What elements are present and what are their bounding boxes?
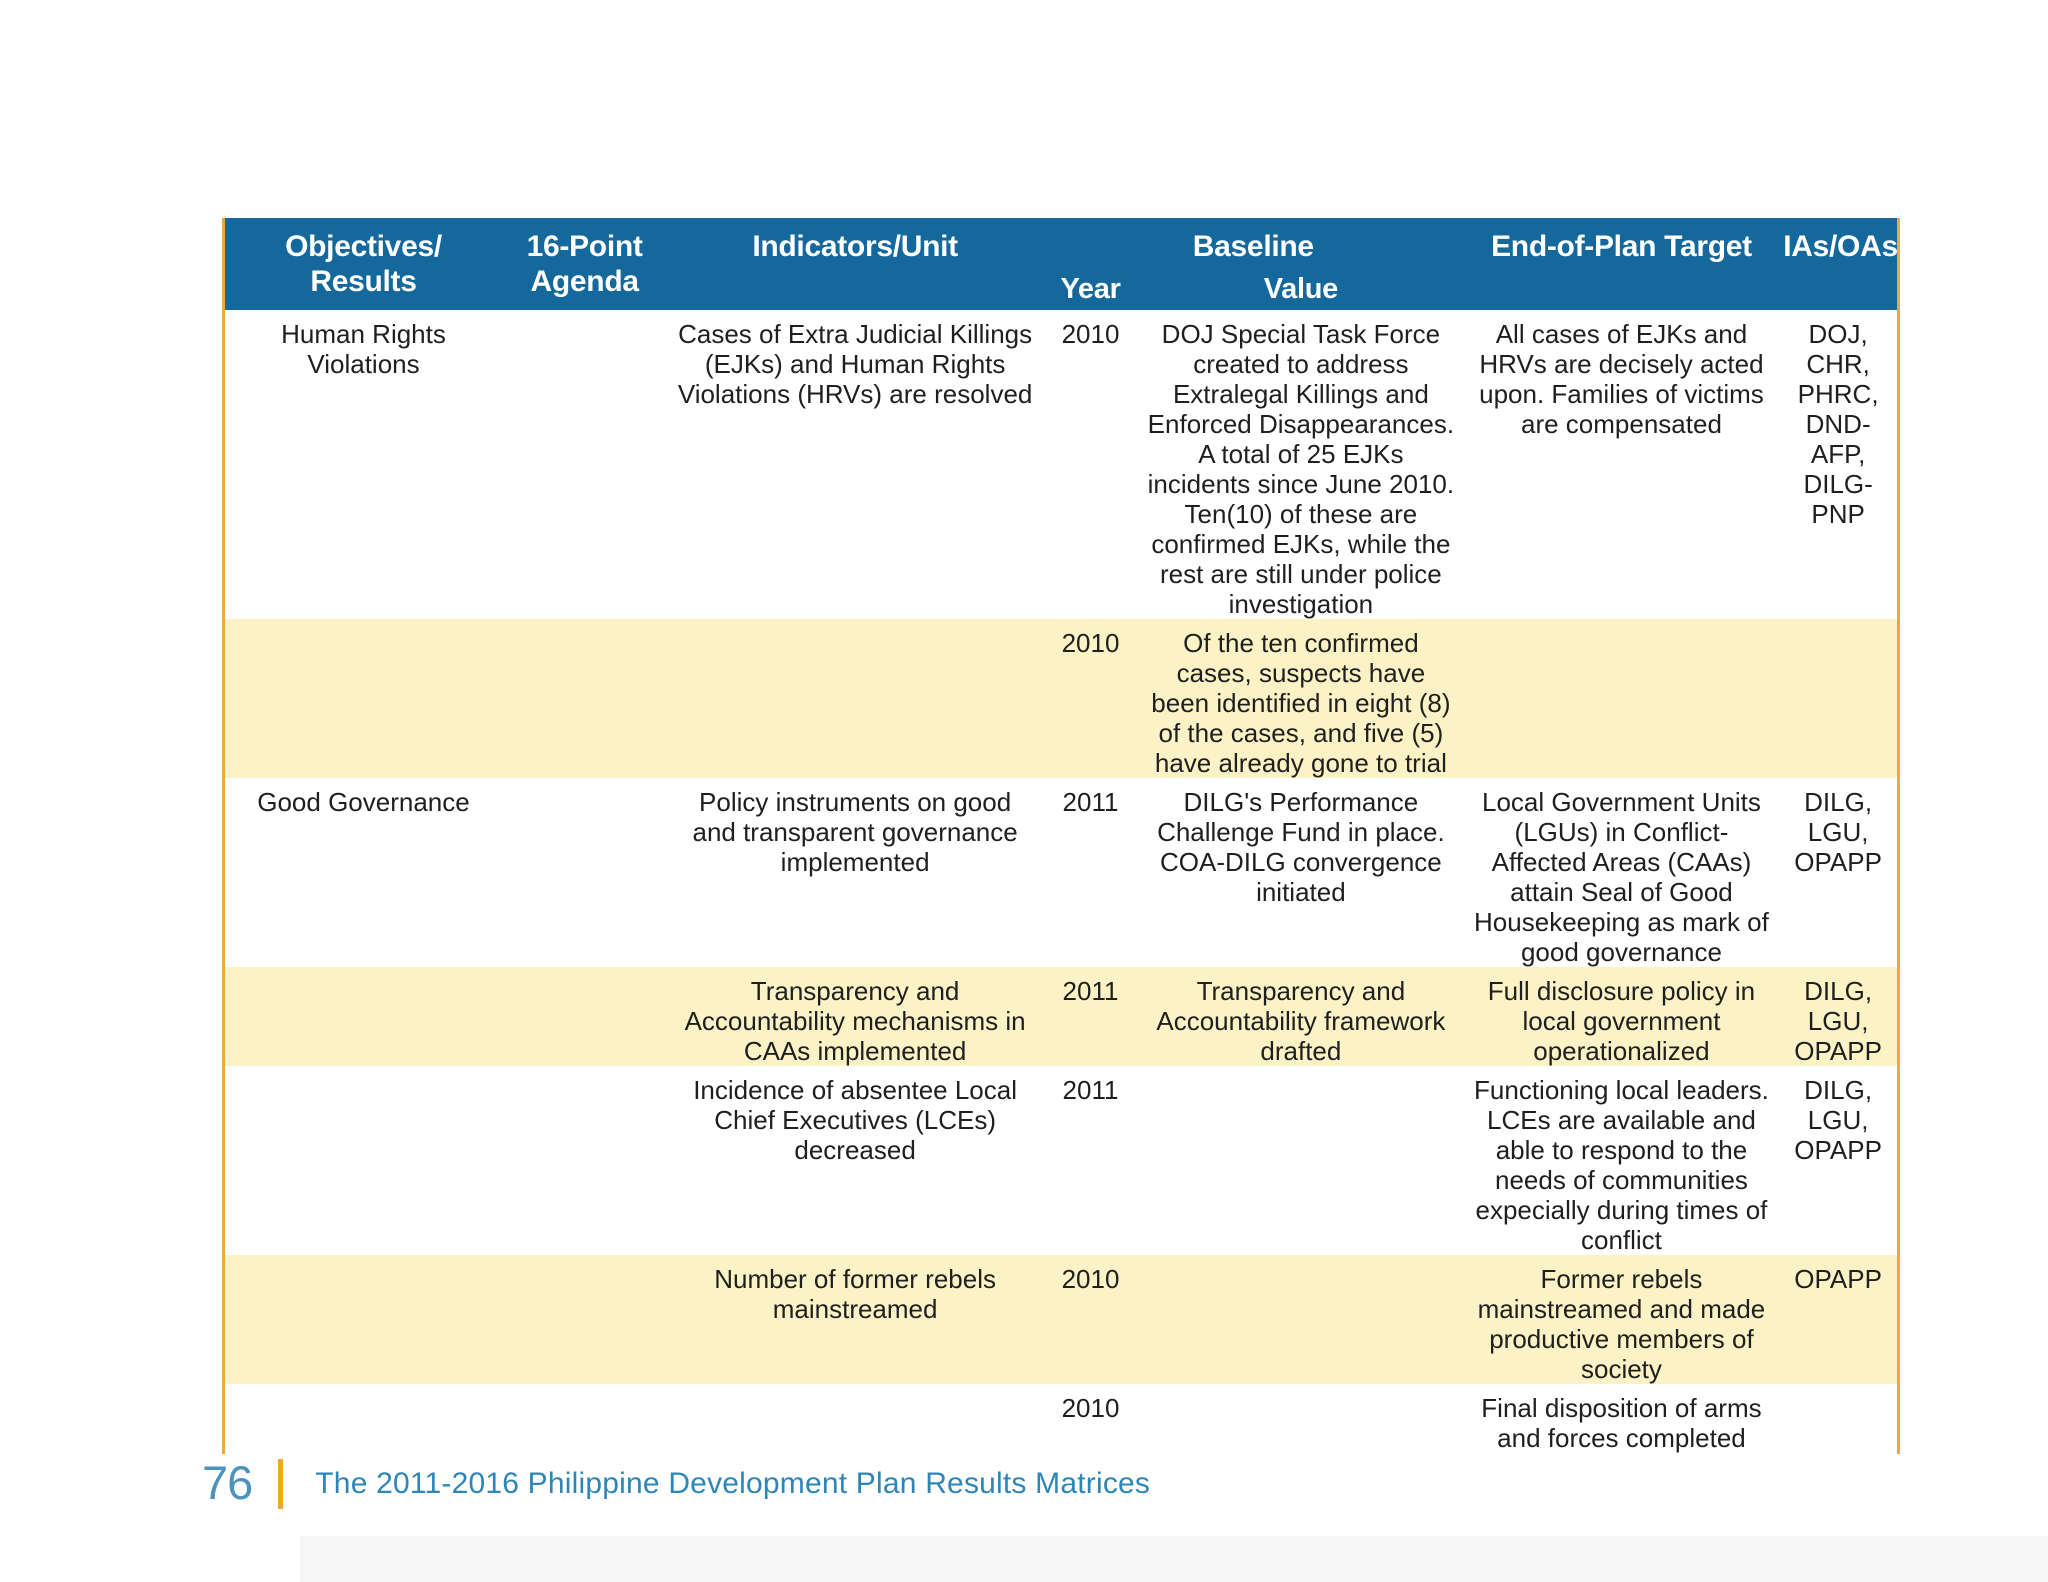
cell-agenda [501,619,668,778]
page-edge-shadow [300,1536,2048,1582]
cell-ias: DILG, LGU, OPAPP [1779,778,1899,967]
cell-value [1138,1255,1464,1384]
page-footer: 76 The 2011-2016 Philippine Development … [202,1459,1150,1509]
cell-agenda [501,310,668,619]
results-matrix-table: Objectives/ Results 16-Point Agenda Indi… [222,218,1900,1454]
table-header: Objectives/ Results 16-Point Agenda Indi… [223,218,1899,310]
table-body: Human Rights Violations Cases of Extra J… [223,310,1899,1454]
header-baseline: Baseline [1042,218,1464,272]
cell-objectives: Good Governance [223,778,502,967]
cell-agenda [501,778,668,967]
cell-indicator [667,619,1043,778]
cell-objectives [223,1255,502,1384]
table-row: Good Governance Policy instruments on go… [223,778,1899,967]
cell-ias [1779,1384,1899,1454]
table-row: 2010 Of the ten confirmed cases, suspect… [223,619,1899,778]
cell-ias: DILG, LGU, OPAPP [1779,967,1899,1066]
cell-indicator [667,1384,1043,1454]
cell-indicator: Number of former rebels mainstreamed [667,1255,1043,1384]
cell-target: Full disclosure policy in local governme… [1463,967,1780,1066]
page-number: 76 [202,1456,253,1509]
table-row: Human Rights Violations Cases of Extra J… [223,310,1899,619]
table-row: Number of former rebels mainstreamed 201… [223,1255,1899,1384]
cell-target: Final disposition of arms and forces com… [1463,1384,1780,1454]
cell-ias [1779,619,1899,778]
header-target: End-of-Plan Target [1463,218,1780,310]
cell-indicator: Cases of Extra Judicial Killings (EJKs) … [667,310,1043,619]
footer-title: The 2011-2016 Philippine Development Pla… [315,1467,1151,1500]
header-agenda: 16-Point Agenda [501,218,668,310]
header-objectives: Objectives/ Results [223,218,502,310]
cell-objectives [223,1384,502,1454]
cell-indicator: Incidence of absentee Local Chief Execut… [667,1066,1043,1255]
cell-objectives [223,1066,502,1255]
cell-agenda [501,1255,668,1384]
table-row: Transparency and Accountability mechanis… [223,967,1899,1066]
cell-objectives [223,967,502,1066]
cell-agenda [501,967,668,1066]
cell-objectives [223,619,502,778]
cell-ias: DILG, LGU, OPAPP [1779,1066,1899,1255]
cell-value [1138,1066,1464,1255]
cell-value: Transparency and Accountability framewor… [1138,967,1464,1066]
cell-target: Functioning local leaders. LCEs are avai… [1463,1066,1780,1255]
cell-year: 2010 [1042,310,1139,619]
header-ias: IAs/OAs [1779,218,1899,310]
cell-year: 2011 [1042,1066,1139,1255]
cell-value: DILG's Performance Challenge Fund in pla… [1138,778,1464,967]
cell-target [1463,619,1780,778]
cell-value: DOJ Special Task Force created to addres… [1138,310,1464,619]
table-row: 2010 Final disposition of arms and force… [223,1384,1899,1454]
cell-year: 2010 [1042,619,1139,778]
cell-target: All cases of EJKs and HRVs are decisely … [1463,310,1780,619]
header-row-main: Objectives/ Results 16-Point Agenda Indi… [223,218,1899,310]
header-value: Value [1138,272,1464,310]
cell-year: 2011 [1042,778,1139,967]
footer-accent-bar [278,1459,284,1509]
cell-indicator: Policy instruments on good and transpare… [667,778,1043,967]
cell-agenda [501,1066,668,1255]
cell-year: 2010 [1042,1255,1139,1384]
header-indicators: Indicators/Unit [667,218,1043,310]
cell-ias: DOJ, CHR, PHRC, DND-AFP, DILG-PNP [1779,310,1899,619]
table-row: Incidence of absentee Local Chief Execut… [223,1066,1899,1255]
cell-value [1138,1384,1464,1454]
header-year: Year [1042,272,1139,310]
cell-indicator: Transparency and Accountability mechanis… [667,967,1043,1066]
cell-year: 2010 [1042,1384,1139,1454]
cell-ias: OPAPP [1779,1255,1899,1384]
cell-objectives: Human Rights Violations [223,310,502,619]
header-row-sub: Year Value [224,272,1899,310]
cell-year: 2011 [1042,967,1139,1066]
cell-target: Former rebels mainstreamed and made prod… [1463,1255,1780,1384]
cell-target: Local Government Units (LGUs) in Conflic… [1463,778,1780,967]
cell-agenda [501,1384,668,1454]
cell-value: Of the ten confirmed cases, suspects hav… [1138,619,1464,778]
